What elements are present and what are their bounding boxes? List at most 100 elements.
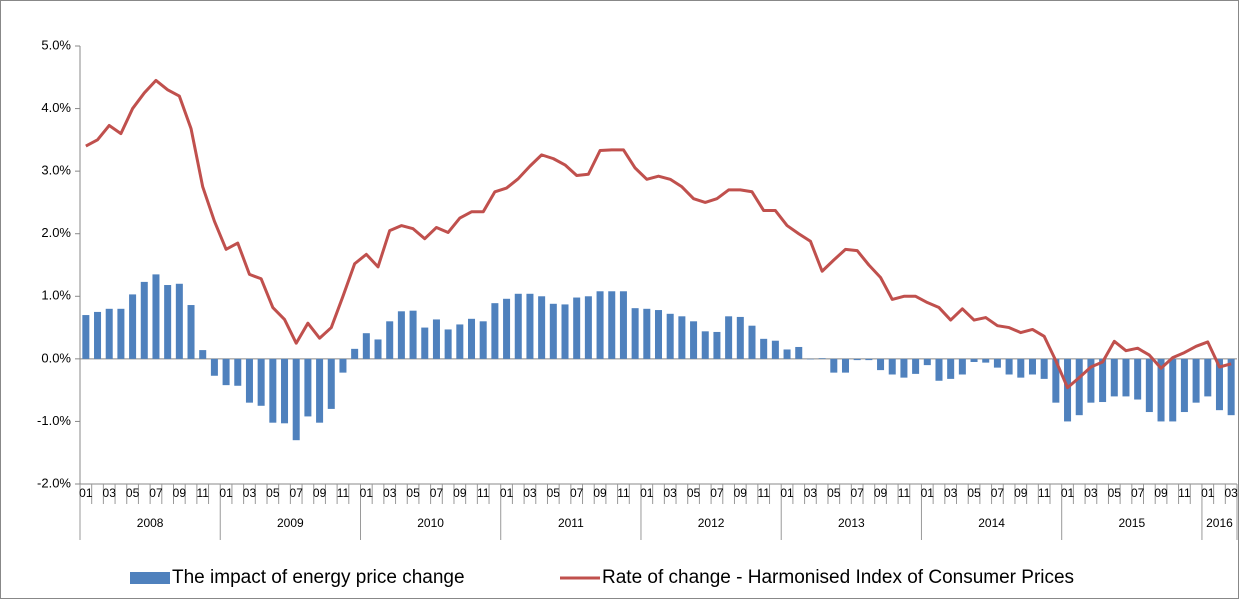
- x-tick-label: 03: [243, 486, 257, 500]
- x-tick-label: 03: [1224, 486, 1238, 500]
- bar: [526, 293, 534, 359]
- year-label: 2016: [1206, 516, 1233, 530]
- x-tick-label: 05: [547, 486, 561, 500]
- x-tick-label: 05: [967, 486, 981, 500]
- bar: [690, 321, 698, 359]
- bar: [713, 331, 721, 359]
- x-tick-label: 03: [1084, 486, 1098, 500]
- bar: [456, 324, 464, 359]
- bar: [1040, 358, 1048, 379]
- bar: [1134, 358, 1142, 400]
- bar: [304, 358, 312, 417]
- bar: [596, 291, 604, 359]
- bar: [818, 358, 826, 359]
- bar: [117, 308, 125, 359]
- bar: [140, 281, 148, 359]
- bar: [1204, 358, 1212, 397]
- bar: [1169, 358, 1177, 422]
- x-tick-label: 01: [1201, 486, 1215, 500]
- bar: [210, 358, 218, 376]
- bar: [374, 339, 382, 359]
- bar: [1227, 358, 1235, 416]
- bar: [1192, 358, 1200, 403]
- x-tick-label: 03: [383, 486, 397, 500]
- bar: [1064, 358, 1072, 422]
- bar: [993, 358, 1001, 368]
- y-tick-label: 3.0%: [41, 163, 71, 178]
- y-tick-label: 5.0%: [41, 37, 71, 52]
- bar: [514, 293, 522, 359]
- year-label: 2008: [137, 516, 164, 530]
- x-tick-label: 03: [944, 486, 958, 500]
- bar: [362, 333, 370, 359]
- x-tick-label: 03: [804, 486, 818, 500]
- legend-label: The impact of energy price change: [172, 567, 465, 588]
- bar: [1087, 358, 1095, 403]
- year-label: 2013: [838, 516, 865, 530]
- x-tick-label: 11: [337, 486, 350, 500]
- x-tick-label: 01: [921, 486, 935, 500]
- x-tick-label: 03: [664, 486, 678, 500]
- bar: [1110, 358, 1118, 397]
- bar: [1180, 358, 1188, 413]
- y-tick-label: 0.0%: [41, 350, 71, 365]
- bar: [958, 358, 966, 375]
- bar: [152, 274, 160, 359]
- bar: [409, 310, 417, 359]
- bar: [94, 311, 102, 359]
- bar: [1157, 358, 1165, 422]
- bar: [1075, 358, 1083, 416]
- bar: [678, 316, 686, 359]
- bar: [386, 321, 394, 359]
- x-tick-label: 05: [266, 486, 280, 500]
- bar: [199, 350, 207, 359]
- x-tick-label: 09: [313, 486, 327, 500]
- bar: [432, 319, 440, 359]
- x-tick-label: 01: [79, 486, 93, 500]
- x-tick-label: 07: [991, 486, 1005, 500]
- x-tick-label: 07: [710, 486, 724, 500]
- year-label: 2012: [698, 516, 725, 530]
- bar: [421, 327, 429, 359]
- x-tick-label: 05: [827, 486, 841, 500]
- bar: [1028, 358, 1036, 375]
- x-tick-label: 11: [1038, 486, 1051, 500]
- bar: [561, 304, 569, 359]
- bar: [257, 358, 265, 406]
- bar: [327, 358, 335, 409]
- line: [85, 78, 1232, 390]
- bar: [164, 285, 172, 359]
- bar: [316, 358, 324, 423]
- bar: [175, 283, 183, 359]
- x-tick-label: 05: [126, 486, 140, 500]
- bar: [654, 310, 663, 359]
- x-tick-label: 05: [687, 486, 701, 500]
- bar: [865, 358, 873, 361]
- y-tick-label: 1.0%: [41, 288, 71, 303]
- bar: [549, 303, 557, 359]
- year-label: 2015: [1118, 516, 1145, 530]
- bar: [619, 291, 627, 359]
- bar: [573, 297, 581, 359]
- bar: [1052, 358, 1060, 403]
- bar: [643, 308, 651, 359]
- x-tick-label: 07: [149, 486, 163, 500]
- bar: [877, 358, 885, 371]
- year-label: 2014: [978, 516, 1005, 530]
- bar: [900, 358, 908, 378]
- bar: [970, 358, 978, 362]
- bar: [923, 358, 931, 366]
- year-label: 2009: [277, 516, 304, 530]
- bar: [444, 329, 452, 359]
- x-tick-label: 05: [1108, 486, 1122, 500]
- bar: [830, 358, 838, 373]
- x-tick-label: 01: [219, 486, 233, 500]
- bar: [1145, 358, 1153, 413]
- x-tick-label: 01: [360, 486, 374, 500]
- x-tick-label: 01: [500, 486, 514, 500]
- x-tick-label: 11: [617, 486, 630, 500]
- x-tick-label: 09: [874, 486, 888, 500]
- bar: [935, 358, 943, 381]
- bar: [503, 298, 511, 359]
- x-tick-label: 11: [898, 486, 911, 500]
